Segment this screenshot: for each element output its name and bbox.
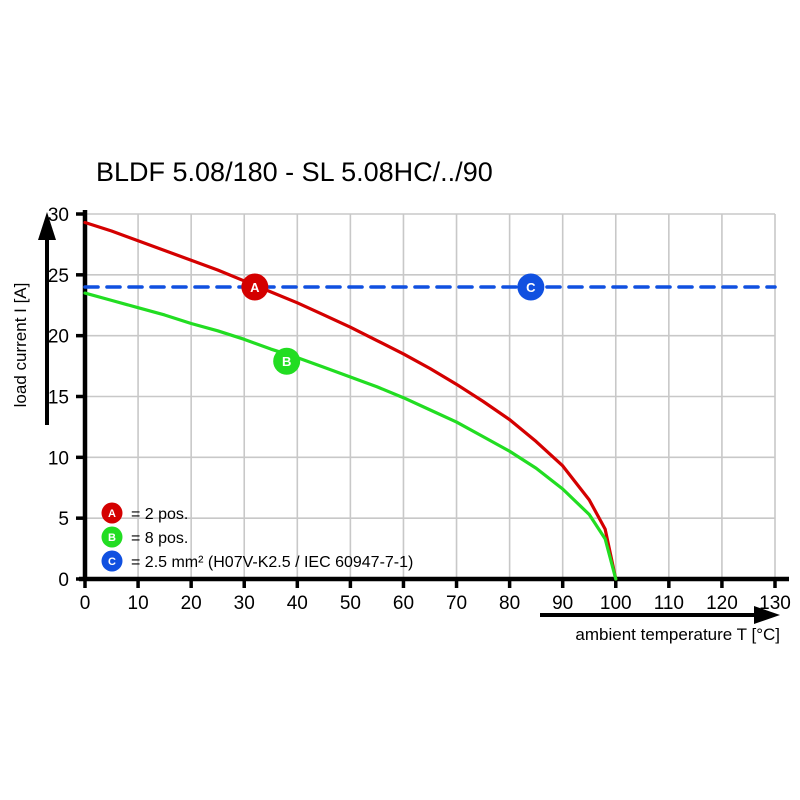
axis-titles: load current I [A] ambient temperature T …	[11, 212, 780, 644]
y-tick-label: 30	[48, 205, 69, 226]
x-tick-label: 10	[128, 593, 149, 614]
legend-marker-b	[101, 526, 123, 548]
x-tick-label: 50	[340, 593, 361, 614]
x-tick-label: 0	[80, 593, 91, 614]
marker-c	[517, 273, 545, 301]
marker-label-a: A	[250, 280, 260, 295]
y-tick-label: 10	[48, 448, 69, 469]
y-tick-label: 15	[48, 388, 69, 409]
series-curve-b	[83, 291, 618, 581]
legend-marker-letter-b: B	[108, 532, 116, 544]
gridlines	[85, 213, 776, 579]
x-tick-label: 60	[393, 593, 414, 614]
x-axis-ticks: 0 10 20 30 40 50 60 70 80 90 100 110 120 130	[80, 579, 791, 614]
x-axis-arrow-head	[754, 606, 780, 624]
axis-lines	[79, 210, 789, 582]
legend-label-a: = 2 pos.	[131, 506, 188, 523]
legend-label-c: = 2.5 mm² (H07V-K2.5 / IEC 60947-7-1)	[131, 554, 413, 571]
legend-marker-letter-c: C	[108, 556, 116, 568]
marker-label-c: C	[526, 280, 536, 295]
x-tick-label: 130	[759, 593, 791, 614]
legend-label-b: = 8 pos.	[131, 530, 188, 547]
curve-markers: A B C	[241, 273, 545, 375]
legend-marker-c	[101, 550, 123, 572]
series-curves	[83, 220, 777, 581]
x-tick-label: 30	[234, 593, 255, 614]
marker-b	[273, 347, 301, 375]
series-curve-a	[83, 220, 618, 581]
x-tick-label: 110	[654, 593, 684, 614]
x-tick-label: 80	[499, 593, 520, 614]
x-tick-label: 90	[552, 593, 573, 614]
x-tick-label: 20	[181, 593, 202, 614]
marker-label-b: B	[282, 354, 291, 369]
y-tick-label: 20	[48, 327, 69, 348]
legend: A = 2 pos. B = 8 pos. C = 2.5 mm² (H07V-K2.5 …	[101, 502, 413, 572]
x-axis-title: ambient temperature T [°C]	[575, 625, 780, 644]
legend-marker-a	[101, 502, 123, 524]
x-tick-label: 40	[287, 593, 308, 614]
x-tick-label: 70	[446, 593, 467, 614]
x-tick-label: 100	[600, 593, 632, 614]
y-axis-title: load current I [A]	[11, 283, 30, 408]
x-tick-label: 120	[706, 593, 738, 614]
y-tick-label: 5	[58, 509, 69, 530]
chart-title: BLDF 5.08/180 - SL 5.08HC/../90	[96, 157, 493, 187]
legend-marker-letter-a: A	[108, 508, 116, 520]
marker-a	[241, 273, 269, 301]
y-axis-arrow-head	[38, 212, 56, 240]
y-axis-ticks: 0 5 10 15 20 25 30	[48, 205, 85, 591]
y-tick-label: 25	[48, 266, 69, 287]
y-tick-label: 0	[58, 570, 69, 591]
